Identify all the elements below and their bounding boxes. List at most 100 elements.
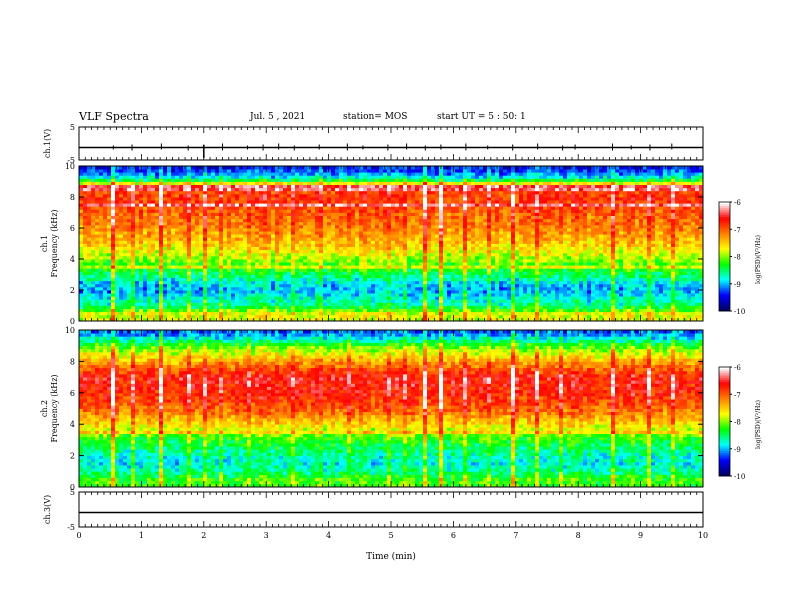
spectrogram-cell bbox=[311, 280, 316, 285]
figure-title: VLF Spectra bbox=[79, 110, 149, 123]
spectrogram-cell bbox=[291, 206, 296, 210]
spectrogram-cell bbox=[279, 190, 284, 195]
spectrogram-cell bbox=[339, 268, 344, 272]
spectrogram-cell bbox=[359, 314, 364, 319]
spectrogram-cell bbox=[183, 200, 188, 204]
spectrogram-cell bbox=[351, 193, 356, 198]
spectrogram-cell bbox=[191, 178, 196, 182]
spectrogram-cell bbox=[207, 184, 212, 189]
spectrogram-cell bbox=[231, 203, 236, 207]
spectrogram-cell bbox=[335, 197, 340, 201]
spectrogram-cell bbox=[95, 175, 100, 179]
spectrogram-cell bbox=[143, 252, 148, 257]
spectrogram-cell bbox=[231, 268, 236, 272]
spectrogram-cell bbox=[95, 218, 100, 223]
spectrogram-cell bbox=[287, 175, 292, 179]
spectrogram-cell bbox=[407, 246, 412, 251]
spectrogram-cell bbox=[123, 212, 128, 216]
spectrogram-cell bbox=[283, 268, 288, 272]
spectrogram-cell bbox=[151, 249, 156, 254]
spectrogram-cell bbox=[255, 293, 260, 297]
spectrogram-cell bbox=[327, 231, 332, 235]
spectrogram-cell bbox=[375, 203, 380, 207]
spectrogram-cell bbox=[359, 262, 364, 266]
spectrogram-cell bbox=[191, 212, 196, 216]
spectrogram-cell bbox=[139, 218, 144, 223]
spectrogram-cell bbox=[379, 203, 384, 207]
spectrogram-cell bbox=[79, 274, 84, 278]
spectrogram-cell bbox=[255, 234, 260, 238]
spectrogram-cell bbox=[331, 305, 336, 309]
spectrogram-cell bbox=[355, 234, 360, 238]
spectrogram-cell bbox=[167, 265, 172, 269]
spectrogram-cell bbox=[223, 240, 228, 244]
spectrogram-cell bbox=[135, 175, 140, 179]
spectrogram-cell bbox=[307, 175, 312, 179]
spectrogram-cell bbox=[159, 209, 164, 213]
spectrogram-cell bbox=[319, 234, 324, 238]
spectrogram-cell bbox=[91, 280, 96, 285]
spectrogram-cell bbox=[375, 218, 380, 223]
spectrogram-cell bbox=[239, 181, 244, 185]
spectrogram-cell bbox=[439, 197, 444, 201]
spectrogram-cell bbox=[119, 231, 124, 235]
spectrogram-cell bbox=[355, 178, 360, 182]
spectrogram-cell bbox=[295, 268, 300, 272]
spectrogram-cell bbox=[127, 302, 132, 306]
spectrogram-cell bbox=[331, 293, 336, 297]
spectrogram-cell bbox=[239, 209, 244, 213]
spectrogram-cell bbox=[79, 277, 84, 282]
spectrogram-cell bbox=[203, 296, 208, 300]
spectrogram-cell bbox=[367, 293, 372, 297]
spectrogram-cell bbox=[183, 240, 188, 244]
spectrogram-cell bbox=[403, 302, 408, 306]
spectrogram-cell bbox=[339, 243, 344, 247]
spectrogram-cell bbox=[183, 237, 188, 241]
spectrogram-cell bbox=[87, 277, 92, 282]
spectrogram-cell bbox=[203, 308, 208, 313]
spectrogram-cell bbox=[171, 299, 176, 303]
spectrogram-cell bbox=[307, 280, 312, 285]
spectrogram-cell bbox=[119, 181, 124, 185]
spectrogram-cell bbox=[407, 293, 412, 297]
spectrogram-cell bbox=[131, 293, 136, 297]
spectrogram-cell bbox=[183, 224, 188, 229]
spectrogram-cell bbox=[415, 293, 420, 297]
spectrogram-cell bbox=[107, 169, 112, 173]
spectrogram-cell bbox=[219, 237, 224, 241]
spectrogram-cell bbox=[275, 231, 280, 235]
spectrogram-cell bbox=[243, 215, 248, 220]
spectrogram-cell bbox=[203, 243, 208, 247]
spectrogram-cell bbox=[371, 252, 376, 257]
spectrogram-cell bbox=[163, 206, 168, 210]
spectrogram-cell bbox=[127, 314, 132, 319]
spectrogram-cell bbox=[215, 271, 220, 275]
spectrogram-cell bbox=[419, 190, 424, 195]
spectrogram-cell bbox=[87, 299, 92, 303]
spectrogram-cell bbox=[391, 299, 396, 303]
spectrogram-cell bbox=[167, 277, 172, 282]
spectrogram-cell bbox=[287, 296, 292, 300]
spectrogram-cell bbox=[215, 228, 220, 232]
spectrogram-cell bbox=[139, 175, 144, 179]
spectrogram-cell bbox=[287, 234, 292, 238]
spectrogram-cell bbox=[263, 175, 268, 179]
spectrogram-cell bbox=[435, 172, 440, 176]
spectrogram-cell bbox=[359, 187, 364, 192]
spectrogram-cell bbox=[243, 259, 248, 263]
spectrogram-cell bbox=[263, 218, 268, 223]
spectrogram-cell bbox=[303, 277, 308, 282]
spectrogram-cell bbox=[279, 259, 284, 263]
spectrogram-cell bbox=[247, 169, 252, 173]
spectrogram-cell bbox=[211, 215, 216, 220]
spectrogram-cell bbox=[207, 169, 212, 173]
spectrogram-cell bbox=[139, 215, 144, 220]
spectrogram-cell bbox=[347, 228, 352, 232]
spectrogram-cell bbox=[263, 299, 268, 303]
spectrogram-cell bbox=[395, 237, 400, 241]
spectrogram-cell bbox=[383, 290, 388, 294]
spectrogram-cell bbox=[115, 262, 120, 266]
spectrogram-cell bbox=[327, 224, 332, 229]
spectrogram-cell bbox=[287, 274, 292, 278]
spectrogram-cell bbox=[115, 234, 120, 238]
